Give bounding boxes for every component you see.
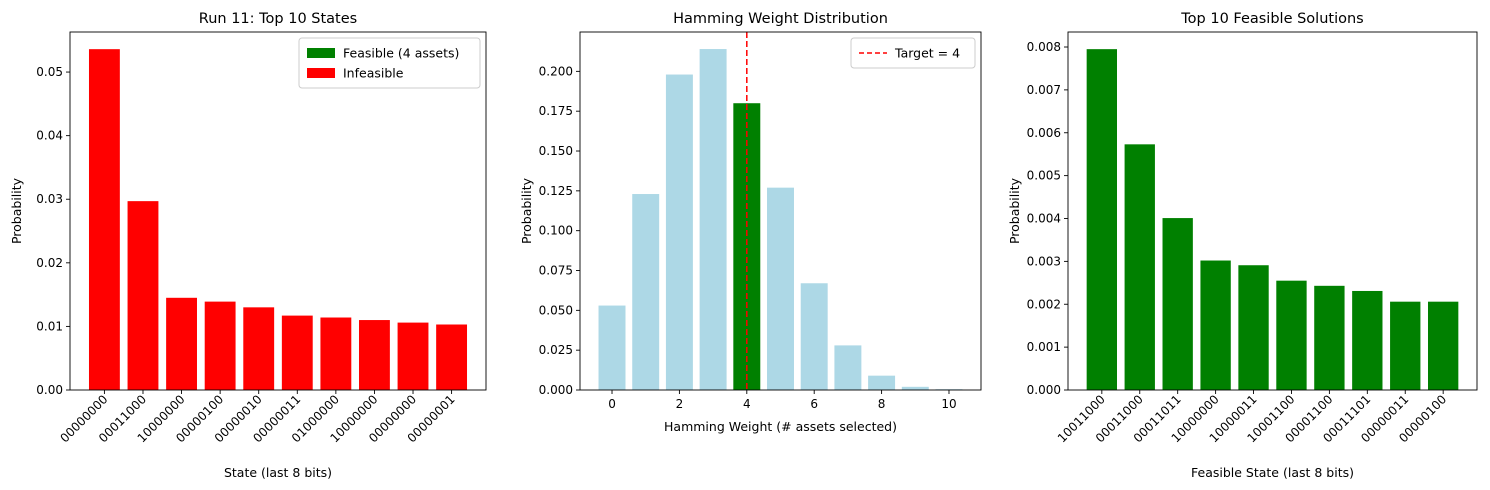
- bar-3-3: [699, 49, 727, 391]
- bar-00011000-1: [127, 201, 159, 390]
- bar-00000001-9: [436, 324, 468, 390]
- legend-label: Target = 4: [894, 46, 960, 61]
- y-tick-label: 0.00: [36, 383, 63, 397]
- y-tick-label: 0.002: [1027, 297, 1061, 311]
- legend: Target = 4: [850, 37, 976, 69]
- y-tick-label: 0.03: [36, 192, 63, 206]
- chart-title: Run 11: Top 10 States: [199, 11, 357, 27]
- y-tick-label: 0.02: [36, 256, 63, 270]
- bar-00000000-0: [88, 49, 120, 391]
- bar-10000000-3: [1200, 260, 1231, 390]
- legend-box: [298, 37, 481, 89]
- y-axis-label: Probability: [9, 177, 24, 244]
- y-tick-label: 0.04: [36, 129, 63, 143]
- y-tick-label: 0.100: [539, 224, 573, 238]
- axes-frame: [69, 31, 487, 391]
- legend-box: [850, 37, 976, 69]
- bar-00011011-2: [1162, 218, 1193, 390]
- legend-label: Feasible (4 assets): [343, 46, 459, 61]
- x-tick-label: 10: [941, 397, 956, 411]
- y-tick-label: 0.000: [539, 383, 573, 397]
- x-axis-label: Hamming Weight (# assets selected): [664, 419, 897, 434]
- bar-1-1: [632, 194, 660, 390]
- y-tick-label: 0.006: [1027, 126, 1061, 140]
- bar-10000000-7: [359, 320, 390, 390]
- chart-title: Hamming Weight Distribution: [673, 11, 888, 27]
- x-tick-label: 4: [743, 397, 751, 411]
- y-tick-label: 0.004: [1027, 212, 1061, 226]
- bar-10001100-5: [1276, 280, 1307, 390]
- axes-frame: [579, 31, 982, 391]
- bar-00000011-5: [281, 315, 313, 390]
- bar-00000100-3: [204, 301, 236, 390]
- bar-5-5: [767, 187, 794, 390]
- bar-00000000-8: [397, 322, 429, 390]
- axes-frame: [1067, 31, 1478, 391]
- y-tick-label: 0.075: [539, 264, 573, 278]
- bar-7-7: [834, 345, 862, 390]
- y-tick-label: 0.125: [539, 184, 573, 198]
- bar-01000000-6: [320, 317, 352, 390]
- legend: Feasible (4 assets) Infeasible: [298, 37, 481, 89]
- y-tick-label: 0.05: [36, 65, 63, 79]
- x-tick-label: 0: [608, 397, 616, 411]
- panel-3: 0.000 0.001 0.002 0.003 0.004 0.005 0.006 0.007…: [1007, 11, 1478, 480]
- bar-00000011-8: [1390, 301, 1421, 390]
- y-tick-label: 0.008: [1027, 40, 1061, 54]
- y-tick-label: 0.150: [539, 144, 573, 158]
- chart-title: Top 10 Feasible Solutions: [1180, 11, 1363, 27]
- bar-00000100-9: [1427, 301, 1459, 390]
- bar-0-0: [598, 305, 626, 390]
- bar-9-9: [901, 386, 929, 390]
- y-tick-label: 0.200: [539, 64, 573, 78]
- bar-10000000-2: [166, 297, 197, 390]
- bar-00011000-1: [1124, 144, 1155, 390]
- y-tick-label: 0.007: [1027, 83, 1061, 97]
- x-axis-label: State (last 8 bits): [224, 465, 332, 480]
- bar-8-8: [868, 375, 896, 390]
- x-axis-label: Feasible State (last 8 bits): [1191, 465, 1354, 480]
- legend-swatch: [307, 68, 335, 78]
- y-tick-label: 0.000: [1027, 383, 1061, 397]
- y-axis-label: Probability: [1007, 177, 1022, 244]
- bar-4-4: [733, 103, 761, 390]
- legend-swatch: [307, 48, 335, 58]
- x-tick-label: 2: [676, 397, 684, 411]
- bar-2-2: [665, 74, 693, 391]
- bar-00001100-6: [1314, 285, 1345, 390]
- bar-00000010-4: [243, 307, 275, 390]
- bar-6-6: [800, 283, 828, 390]
- y-tick-label: 0.050: [539, 303, 573, 317]
- bar-10011000-0: [1086, 49, 1118, 391]
- y-tick-label: 0.01: [36, 319, 63, 333]
- panel-2: 0.000 0.025 0.050 0.075 0.100 0.125 0.150 0.175…: [519, 11, 982, 434]
- y-tick-label: 0.001: [1027, 340, 1061, 354]
- y-tick-label: 0.175: [539, 104, 573, 118]
- y-tick-label: 0.025: [539, 343, 573, 357]
- bar-00011101-7: [1352, 290, 1383, 390]
- bar-10000011-4: [1238, 265, 1269, 390]
- y-tick-label: 0.005: [1027, 169, 1061, 183]
- x-tick-label: 6: [810, 397, 818, 411]
- legend-label: Infeasible: [343, 66, 404, 81]
- x-tick-label: 8: [878, 397, 886, 411]
- y-tick-label: 0.003: [1027, 254, 1061, 268]
- y-axis-label: Probability: [519, 177, 534, 244]
- panel-1: 0.000.010.020.030.040.050000000000011000…: [9, 11, 487, 480]
